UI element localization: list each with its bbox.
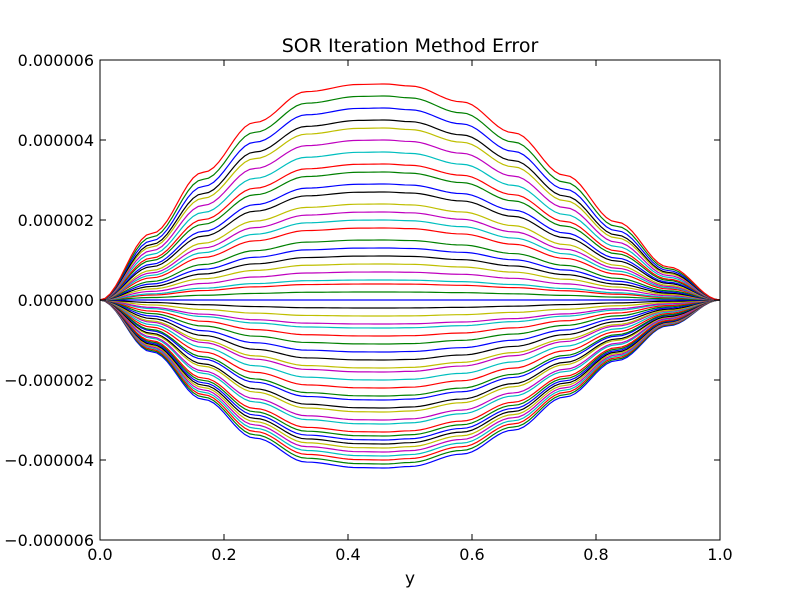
series-line-26 xyxy=(100,299,720,325)
series-line-45 xyxy=(100,163,720,301)
series-line-42 xyxy=(100,191,720,301)
series-line-36 xyxy=(100,247,720,301)
y-tick-label-1: −0.000004 xyxy=(4,451,94,470)
series-line-25 xyxy=(100,299,720,329)
series-line-37 xyxy=(100,239,720,301)
series-line-10 xyxy=(100,299,720,433)
x-axis-ticks: 0.0 0.2 0.4 0.6 0.8 1.0 xyxy=(87,60,733,564)
series-line-44 xyxy=(100,171,720,301)
series-line-2 xyxy=(100,299,720,465)
series-line-38 xyxy=(100,227,720,301)
x-tick-label-3: 0.6 xyxy=(459,545,484,564)
series-line-9 xyxy=(100,299,720,437)
series-line-39 xyxy=(100,219,720,301)
series-line-23 xyxy=(100,299,720,345)
series-line-20 xyxy=(100,299,720,369)
chart-title: SOR Iteration Method Error xyxy=(282,35,539,57)
series-line-4 xyxy=(100,299,720,457)
series-line-1 xyxy=(100,299,720,469)
y-tick-label-6: 0.000006 xyxy=(18,51,94,70)
series-line-7 xyxy=(100,299,720,445)
y-axis-ticks: −0.000006 −0.000004 −0.000002 0.000000 0.000… xyxy=(4,51,720,550)
series-line-13 xyxy=(100,299,720,413)
series-line-47 xyxy=(100,139,720,301)
series-line-18 xyxy=(100,299,720,381)
series-line-46 xyxy=(100,151,720,301)
series-line-34 xyxy=(100,263,720,301)
series-line-22 xyxy=(100,299,720,353)
series-line-28 xyxy=(100,299,720,309)
series-line-5 xyxy=(100,299,720,453)
series-line-49 xyxy=(100,119,720,301)
series-line-41 xyxy=(100,203,720,301)
x-tick-label-2: 0.4 xyxy=(335,545,360,564)
series-line-8 xyxy=(100,299,720,441)
series-line-48 xyxy=(100,127,720,301)
x-tick-label-0: 0.0 xyxy=(87,545,112,564)
x-tick-label-5: 1.0 xyxy=(707,545,732,564)
series-line-35 xyxy=(100,255,720,301)
series-line-11 xyxy=(100,299,720,425)
series-line-43 xyxy=(100,183,720,301)
series-line-27 xyxy=(100,299,720,317)
series-line-14 xyxy=(100,299,720,409)
series-group xyxy=(100,83,720,469)
y-tick-label-4: 0.000002 xyxy=(18,211,94,230)
series-line-21 xyxy=(100,299,720,361)
series-line-40 xyxy=(100,211,720,301)
y-tick-label-2: −0.000002 xyxy=(4,371,94,390)
x-tick-label-1: 0.2 xyxy=(211,545,236,564)
series-line-32 xyxy=(100,279,720,301)
y-tick-label-5: 0.000004 xyxy=(18,131,94,150)
series-line-16 xyxy=(100,299,720,397)
series-line-30 xyxy=(100,291,720,301)
series-line-31 xyxy=(100,283,720,301)
series-line-15 xyxy=(100,299,720,401)
series-line-50 xyxy=(100,107,720,301)
series-line-6 xyxy=(100,299,720,449)
series-line-12 xyxy=(100,299,720,421)
y-tick-label-0: −0.000006 xyxy=(4,531,94,550)
series-line-17 xyxy=(100,299,720,389)
x-tick-label-4: 0.8 xyxy=(583,545,608,564)
series-line-3 xyxy=(100,299,720,461)
series-line-52 xyxy=(100,83,720,301)
series-line-24 xyxy=(100,299,720,337)
y-tick-label-3: 0.000000 xyxy=(18,291,94,310)
x-axis-label: y xyxy=(405,569,415,589)
series-line-19 xyxy=(100,299,720,373)
series-line-33 xyxy=(100,271,720,301)
series-line-51 xyxy=(100,95,720,301)
